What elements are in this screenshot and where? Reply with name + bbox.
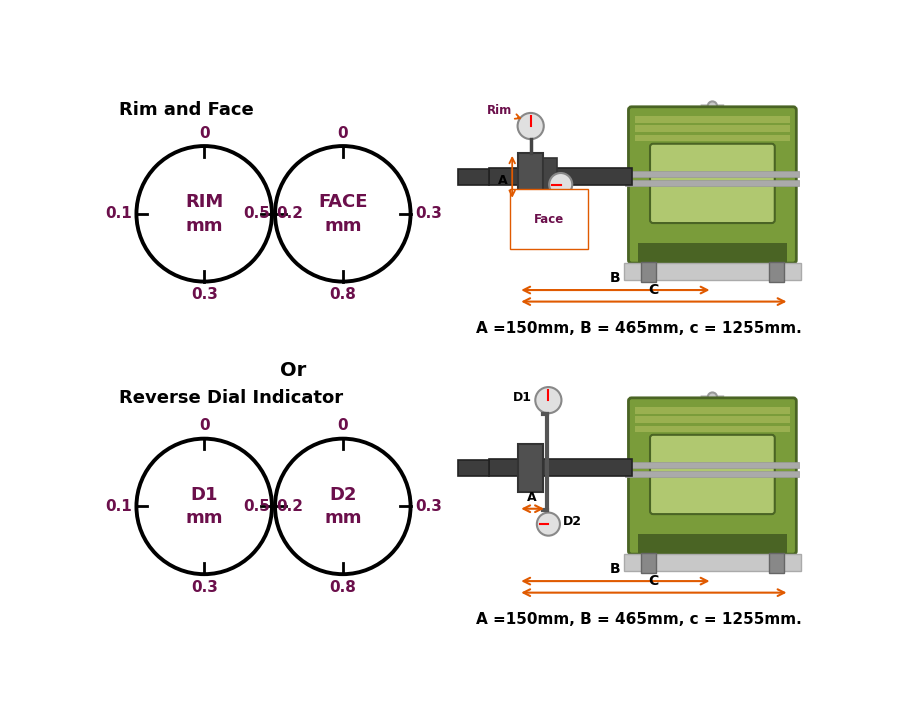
Text: C: C <box>649 574 659 588</box>
Text: 0.3: 0.3 <box>190 580 218 594</box>
Text: B: B <box>610 562 620 576</box>
Bar <box>626 171 799 177</box>
Circle shape <box>535 387 561 414</box>
Bar <box>768 262 784 281</box>
Text: 0.2: 0.2 <box>277 206 304 221</box>
Bar <box>638 534 787 556</box>
Bar <box>543 158 557 196</box>
Text: 0.8: 0.8 <box>329 580 356 594</box>
Text: 0.8: 0.8 <box>329 287 356 302</box>
Text: A: A <box>498 174 508 187</box>
Text: D1: D1 <box>513 390 532 403</box>
Bar <box>635 426 790 432</box>
Bar <box>635 125 790 132</box>
Text: Or: Or <box>279 361 306 380</box>
Text: RIM
mm: RIM mm <box>185 193 223 234</box>
Text: Rim: Rim <box>487 104 520 119</box>
Text: 0: 0 <box>199 419 210 433</box>
Bar <box>640 262 656 281</box>
Bar <box>635 407 790 414</box>
Bar <box>768 552 784 573</box>
Text: C: C <box>649 283 659 297</box>
Circle shape <box>707 101 717 111</box>
Text: 0.2: 0.2 <box>277 499 304 514</box>
Bar <box>640 552 656 573</box>
Bar <box>626 471 799 477</box>
Bar <box>519 444 543 492</box>
Bar <box>489 459 631 476</box>
FancyBboxPatch shape <box>629 107 796 263</box>
Text: 0.3: 0.3 <box>415 206 442 221</box>
Text: 0: 0 <box>337 419 348 433</box>
Text: 0.5: 0.5 <box>244 499 270 514</box>
FancyBboxPatch shape <box>650 144 775 223</box>
Text: 0.1: 0.1 <box>105 206 132 221</box>
Bar <box>626 462 799 468</box>
Circle shape <box>537 513 560 536</box>
Bar <box>638 243 787 265</box>
Bar <box>635 116 790 123</box>
Bar <box>519 153 543 201</box>
Bar <box>458 169 489 184</box>
Text: Rim and Face: Rim and Face <box>120 100 254 119</box>
FancyBboxPatch shape <box>629 398 796 554</box>
Text: Face: Face <box>534 201 564 226</box>
Bar <box>624 263 801 280</box>
FancyBboxPatch shape <box>650 435 775 514</box>
Text: 0: 0 <box>199 126 210 141</box>
Bar <box>635 416 790 423</box>
Text: D1
mm: D1 mm <box>185 486 223 527</box>
Text: A: A <box>527 491 537 504</box>
Text: D2
mm: D2 mm <box>324 486 362 527</box>
Text: D2: D2 <box>563 515 582 528</box>
Bar <box>489 168 631 185</box>
Text: FACE
mm: FACE mm <box>318 193 367 234</box>
Text: 0.1: 0.1 <box>105 499 132 514</box>
Circle shape <box>707 393 717 402</box>
Text: 0.3: 0.3 <box>190 287 218 302</box>
Text: 0: 0 <box>337 126 348 141</box>
Bar <box>626 180 799 186</box>
Bar <box>624 554 801 571</box>
Bar <box>458 461 489 476</box>
Text: A =150mm, B = 465mm, c = 1255mm.: A =150mm, B = 465mm, c = 1255mm. <box>476 612 802 627</box>
Circle shape <box>518 113 544 139</box>
Circle shape <box>549 173 572 196</box>
Text: 0.5: 0.5 <box>244 206 270 221</box>
Text: B: B <box>610 271 620 286</box>
Bar <box>635 134 790 142</box>
Text: A =150mm, B = 465mm, c = 1255mm.: A =150mm, B = 465mm, c = 1255mm. <box>476 321 802 336</box>
Text: Reverse Dial Indicator: Reverse Dial Indicator <box>120 390 344 407</box>
Text: 0.3: 0.3 <box>415 499 442 514</box>
